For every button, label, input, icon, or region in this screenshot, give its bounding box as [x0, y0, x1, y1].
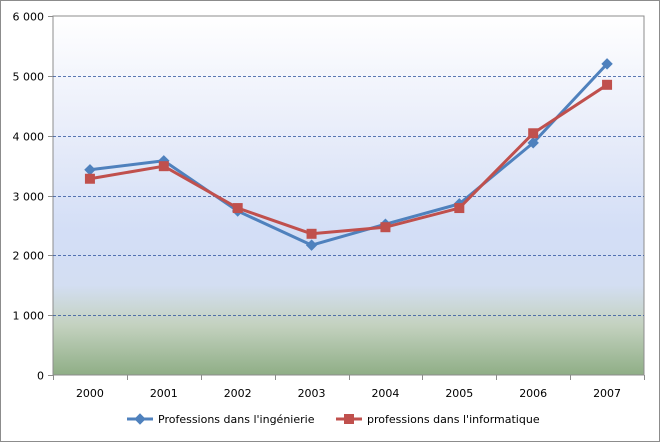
data-point [344, 414, 354, 424]
data-point [528, 128, 539, 139]
plot-area [52, 15, 645, 376]
y-tick-label: 5 000 [13, 71, 45, 84]
x-tick-label: 2000 [76, 387, 104, 400]
x-tick-label: 2005 [445, 387, 473, 400]
x-tick-label: 2004 [371, 387, 399, 400]
x-tick-label: 2003 [298, 387, 326, 400]
y-tick-label: 3 000 [13, 191, 45, 204]
x-tick-label: 2007 [593, 387, 621, 400]
x-tick-label: 2001 [150, 387, 178, 400]
legend-label: Professions dans l'ingénierie [158, 413, 315, 426]
y-tick-label: 1 000 [13, 310, 45, 323]
data-point [134, 413, 146, 425]
x-tick-label: 2006 [519, 387, 547, 400]
y-tick-label: 4 000 [13, 131, 45, 144]
legend-entry: Professions dans l'ingénierie [127, 413, 315, 426]
series [84, 58, 613, 251]
data-point [84, 173, 95, 184]
data-point [527, 137, 539, 149]
data-point [305, 239, 318, 251]
axes: 0 1 000 2 000 3 000 4 000 5 000 6 000 2000 2001 2… [13, 11, 645, 400]
series-line [89, 62, 609, 247]
legend: Professions dans l'ingénierie professions… [127, 413, 540, 426]
series-line [89, 83, 608, 236]
data-point [232, 203, 243, 214]
data-point [306, 228, 317, 239]
data-point [602, 79, 613, 90]
data-point [454, 203, 465, 214]
data-point [380, 222, 391, 233]
y-tick-label: 0 [37, 370, 44, 383]
legend-entry: professions dans l'informatique [336, 413, 540, 426]
gridlines [53, 76, 644, 316]
series-square [84, 79, 613, 239]
data-point [601, 58, 613, 70]
y-tick-label: 2 000 [13, 250, 45, 263]
data-point [158, 161, 169, 172]
y-tick-label: 6 000 [13, 11, 45, 24]
legend-label: professions dans l'informatique [367, 413, 540, 426]
x-tick-label: 2002 [224, 387, 252, 400]
